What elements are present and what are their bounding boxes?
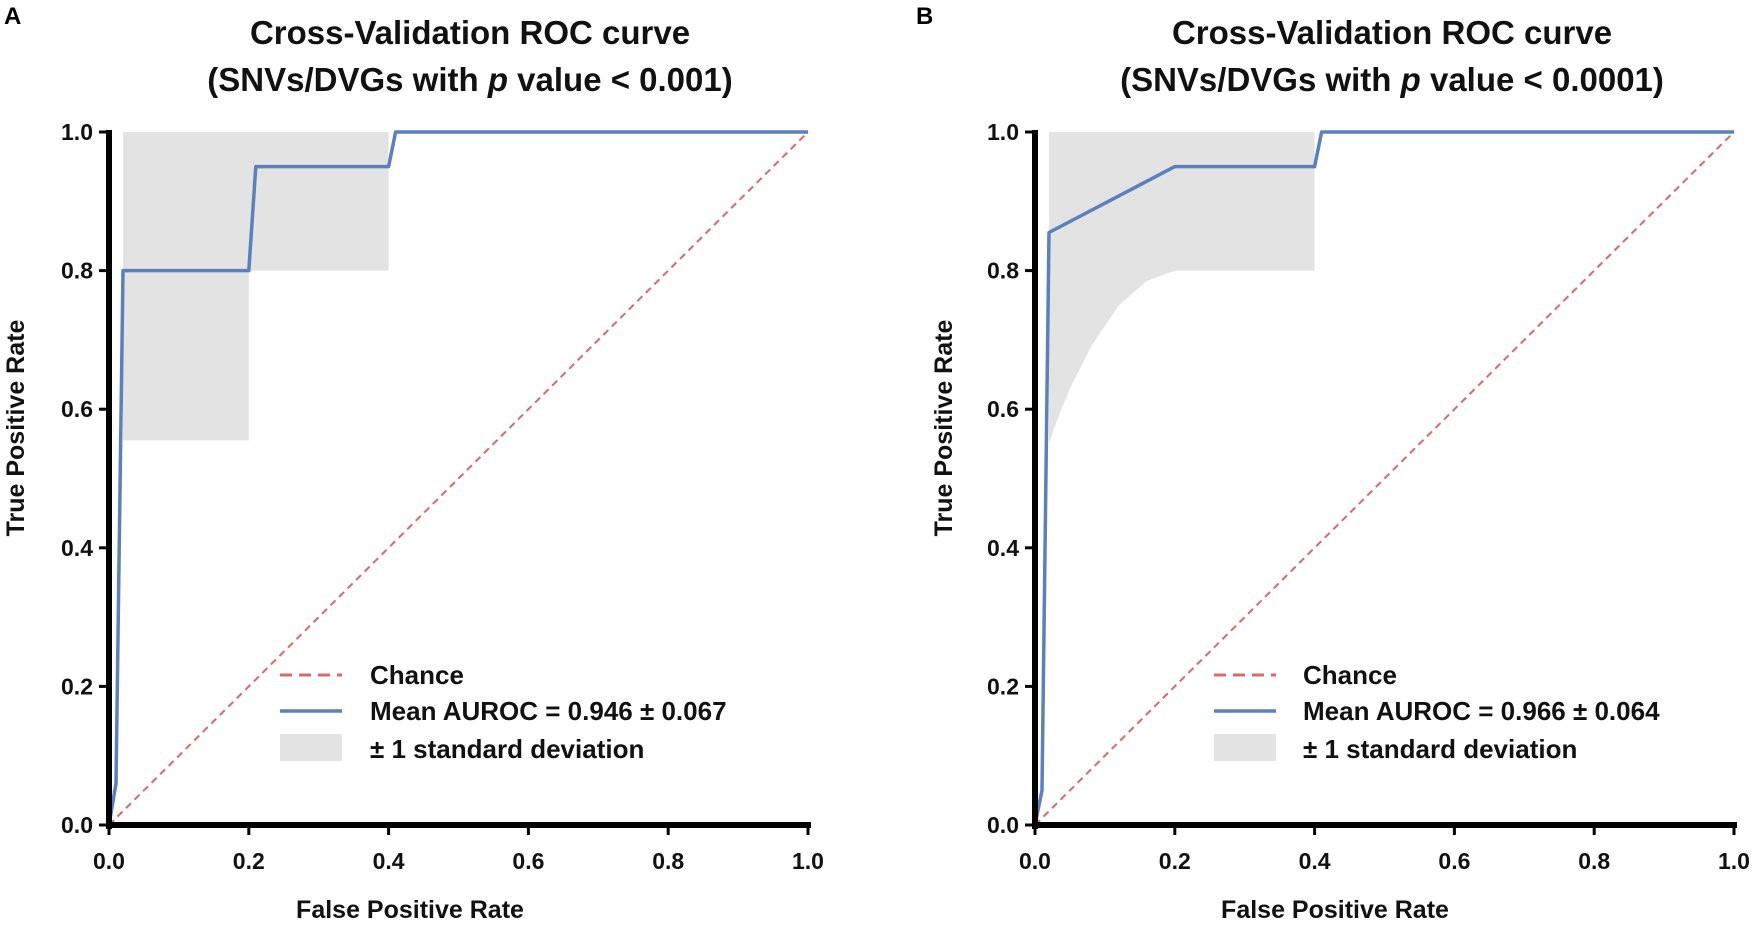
x-tick-label: 0.0 xyxy=(1019,848,1051,874)
x-tick-label: 0.6 xyxy=(512,848,544,874)
std-band xyxy=(1049,132,1734,444)
y-tick-label: 0.2 xyxy=(987,673,1019,699)
legend: Chance Mean AUROC = 0.946 ± 0.067 ± 1 st… xyxy=(280,660,727,764)
title-pre: (SNVs/DVGs with xyxy=(1120,61,1401,98)
y-tick-label: 0.6 xyxy=(987,396,1019,422)
mean-roc-line xyxy=(107,130,808,826)
title-italic-p: p xyxy=(1400,61,1421,98)
y-tick-label: 0.8 xyxy=(61,258,93,284)
chance-line xyxy=(108,131,809,826)
panel-label: A xyxy=(4,3,21,30)
y-tick-label: 0.0 xyxy=(61,812,93,838)
legend-mean-label: Mean AUROC = 0.966 ± 0.064 xyxy=(1303,696,1660,726)
legend-band-label: ± 1 standard deviation xyxy=(1303,734,1577,764)
title-post: value < 0.001) xyxy=(508,61,733,98)
y-tick-label: 0.0 xyxy=(987,812,1019,838)
x-tick-label: 0.0 xyxy=(93,848,125,874)
panel-label: B xyxy=(916,3,933,30)
legend-band-swatch xyxy=(280,734,342,761)
plot-area xyxy=(1025,130,1737,835)
y-tick-label: 0.6 xyxy=(61,396,93,422)
legend: Chance Mean AUROC = 0.966 ± 0.064 ± 1 st… xyxy=(1214,660,1660,764)
roc-panel-b: B Cross-Validation ROC curve (SNVs/DVGs … xyxy=(916,3,1750,924)
mean-roc-line xyxy=(1033,130,1734,826)
x-tick-label: 1.0 xyxy=(792,848,824,874)
roc-panel-a: A Cross-Validation ROC curve (SNVs/DVGs … xyxy=(2,3,824,924)
y-axis-label: True Positive Rate xyxy=(2,320,30,537)
std-band xyxy=(123,132,808,441)
tick-labels: 0.0 0.2 0.4 0.6 0.8 1.0 0.0 0.2 0.4 0.6 0.8 1.0 xyxy=(987,119,1750,874)
y-tick-label: 0.8 xyxy=(987,258,1019,284)
title-pre: (SNVs/DVGs with xyxy=(207,61,488,98)
title-italic-p: p xyxy=(487,61,508,98)
tick-labels: 0.0 0.2 0.4 0.6 0.8 1.0 0.0 0.2 0.4 0.6 0.8 1.0 xyxy=(61,119,824,874)
chart-title-line2: (SNVs/DVGs with p value < 0.0001) xyxy=(1120,61,1664,98)
y-tick-label: 0.2 xyxy=(61,673,93,699)
x-tick-label: 0.8 xyxy=(652,848,684,874)
y-tick-label: 1.0 xyxy=(61,119,93,145)
x-tick-label: 1.0 xyxy=(1718,848,1750,874)
y-tick-label: 1.0 xyxy=(987,119,1019,145)
title-post: value < 0.0001) xyxy=(1421,61,1664,98)
y-tick-label: 0.4 xyxy=(987,535,1019,561)
y-axis-label: True Positive Rate xyxy=(930,320,958,537)
x-tick-label: 0.4 xyxy=(373,848,405,874)
legend-chance-label: Chance xyxy=(370,660,464,690)
legend-band-label: ± 1 standard deviation xyxy=(370,734,644,764)
legend-band-swatch xyxy=(1214,734,1276,761)
plot-area xyxy=(99,130,811,835)
chance-line xyxy=(1034,131,1735,826)
legend-mean-label: Mean AUROC = 0.946 ± 0.067 xyxy=(370,696,727,726)
y-tick-label: 0.4 xyxy=(61,535,93,561)
x-tick-label: 0.8 xyxy=(1578,848,1610,874)
x-tick-label: 0.4 xyxy=(1299,848,1331,874)
legend-chance-label: Chance xyxy=(1303,660,1397,690)
x-axis-label: False Positive Rate xyxy=(1221,896,1449,924)
x-tick-label: 0.2 xyxy=(1159,848,1191,874)
x-tick-label: 0.6 xyxy=(1438,848,1470,874)
x-tick-label: 0.2 xyxy=(233,848,265,874)
chart-title-line2: (SNVs/DVGs with p value < 0.001) xyxy=(207,61,732,98)
chart-title-line1: Cross-Validation ROC curve xyxy=(1172,14,1612,51)
chart-title-line1: Cross-Validation ROC curve xyxy=(250,14,690,51)
x-axis-label: False Positive Rate xyxy=(296,896,524,924)
